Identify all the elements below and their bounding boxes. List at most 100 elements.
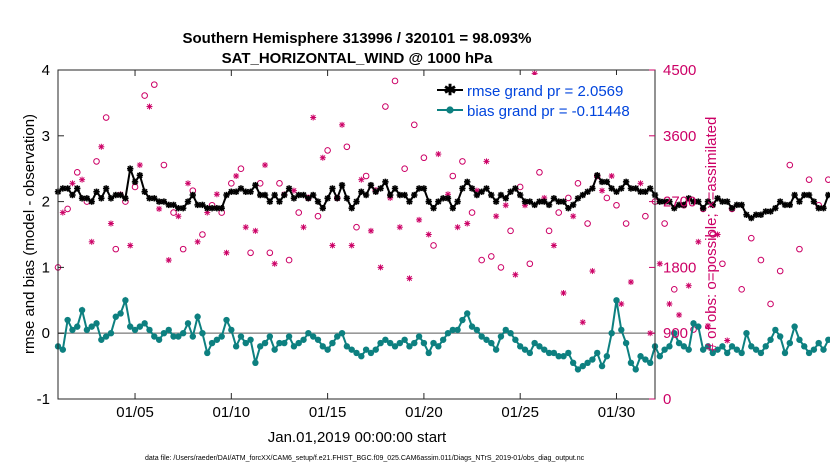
bias-point <box>589 356 595 362</box>
rmse-point <box>291 195 297 201</box>
rmse-point <box>401 192 407 198</box>
bias-point <box>686 346 692 352</box>
rmse-point <box>137 172 143 178</box>
rmse-point <box>493 198 499 204</box>
obs-possible-point <box>671 287 677 293</box>
obs-assimilated-point <box>301 224 307 230</box>
bias-point <box>787 340 793 346</box>
rmse-point <box>267 198 273 204</box>
x-axis-label: Jan.01,2019 00:00:00 start <box>268 429 447 446</box>
legend: ✱ rmse grand pr = 2.0569 bias grand pr =… <box>432 75 649 124</box>
rmse-point <box>575 195 581 201</box>
x-tick-label: 01/25 <box>501 404 539 421</box>
rmse-point <box>445 195 451 201</box>
rmse-point <box>89 198 95 204</box>
obs-possible-point <box>758 257 764 263</box>
rmse-point <box>151 195 157 201</box>
bias-point <box>608 330 614 336</box>
obs-assimilated-point <box>166 257 172 263</box>
bias-point <box>440 337 446 343</box>
obs-assimilated-point <box>79 177 85 183</box>
bias-point <box>74 323 80 329</box>
bias-point <box>64 317 70 323</box>
rmse-point <box>503 195 509 201</box>
bias-point <box>820 346 826 352</box>
chart-subtitle: SAT_HORIZONTAL_WIND @ 1000 hPa <box>222 50 493 67</box>
bias-point <box>79 307 85 313</box>
obs-assimilated-point <box>686 283 692 289</box>
rmse-point <box>483 185 489 191</box>
bias-point <box>791 323 797 329</box>
rmse-point <box>190 192 196 198</box>
legend-bias-marker <box>446 106 453 113</box>
obs-assimilated-point <box>98 144 104 150</box>
rmse-point <box>623 179 629 185</box>
rmse-point <box>608 185 614 191</box>
bias-point <box>185 320 191 326</box>
obs-assimilated-point <box>676 312 682 318</box>
obs-possible-point <box>777 268 783 274</box>
bias-point <box>815 340 821 346</box>
bias-point <box>252 360 258 366</box>
bias-point <box>512 337 518 343</box>
obs-assimilated-point <box>320 155 326 161</box>
rmse-point <box>74 185 80 191</box>
chart-title: Southern Hemisphere 313996 / 320101 = 98… <box>183 30 532 47</box>
bias-point <box>156 337 162 343</box>
bias-point <box>401 337 407 343</box>
y-right-tick-label: 1800 <box>663 259 696 276</box>
bias-point <box>166 327 172 333</box>
x-tick-label: 01/10 <box>213 404 251 421</box>
bias-point <box>454 327 460 333</box>
data-file-footnote: data file: /Users/raeder/DAI/ATM_forcXX/… <box>145 455 585 462</box>
rmse-point <box>517 192 523 198</box>
rmse-point <box>315 198 321 204</box>
obs-assimilated-point <box>272 261 278 267</box>
obs-assimilated-point <box>69 180 75 186</box>
bias-point <box>801 343 807 349</box>
legend-bias-label: bias grand pr = -0.11448 <box>467 103 630 120</box>
rmse-point <box>748 215 754 221</box>
bias-point <box>421 340 427 346</box>
y-axis-label-left: rmse and bias (model - observation) <box>21 114 38 354</box>
rmse-point <box>464 179 470 185</box>
rmse-point <box>271 192 277 198</box>
obs-assimilated-point <box>503 202 509 208</box>
bias-point <box>459 317 465 323</box>
bias-point <box>373 346 379 352</box>
bias-point <box>411 340 417 346</box>
rmse-point <box>541 198 547 204</box>
bias-point <box>618 327 624 333</box>
rmse-point <box>358 189 364 195</box>
rmse-point <box>69 192 75 198</box>
bias-point <box>719 343 725 349</box>
rmse-point <box>252 182 258 188</box>
rmse-point <box>474 192 480 198</box>
obs-assimilated-point <box>483 158 489 164</box>
obs-assimilated-point <box>455 224 461 230</box>
bias-point <box>767 337 773 343</box>
obs-assimilated-point <box>657 261 663 267</box>
rmse-point <box>233 189 239 195</box>
rmse-point <box>310 192 316 198</box>
rmse-point <box>426 198 432 204</box>
rmse-point <box>392 185 398 191</box>
rmse-point <box>334 195 340 201</box>
rmse-point <box>633 185 639 191</box>
rmse-point <box>185 198 191 204</box>
rmse-point <box>411 192 417 198</box>
rmse-point <box>339 182 345 188</box>
bias-point <box>300 337 306 343</box>
rmse-point <box>421 185 427 191</box>
obs-assimilated-point <box>493 213 499 219</box>
x-tick-label: 01/20 <box>405 404 443 421</box>
bias-point <box>223 317 229 323</box>
bias-point <box>60 346 66 352</box>
obs-assimilated-point <box>175 213 181 219</box>
rmse-point <box>450 205 456 211</box>
bias-point <box>190 333 196 339</box>
bias-point <box>758 350 764 356</box>
obs-assimilated-point <box>262 162 268 168</box>
rmse-point <box>820 205 826 211</box>
